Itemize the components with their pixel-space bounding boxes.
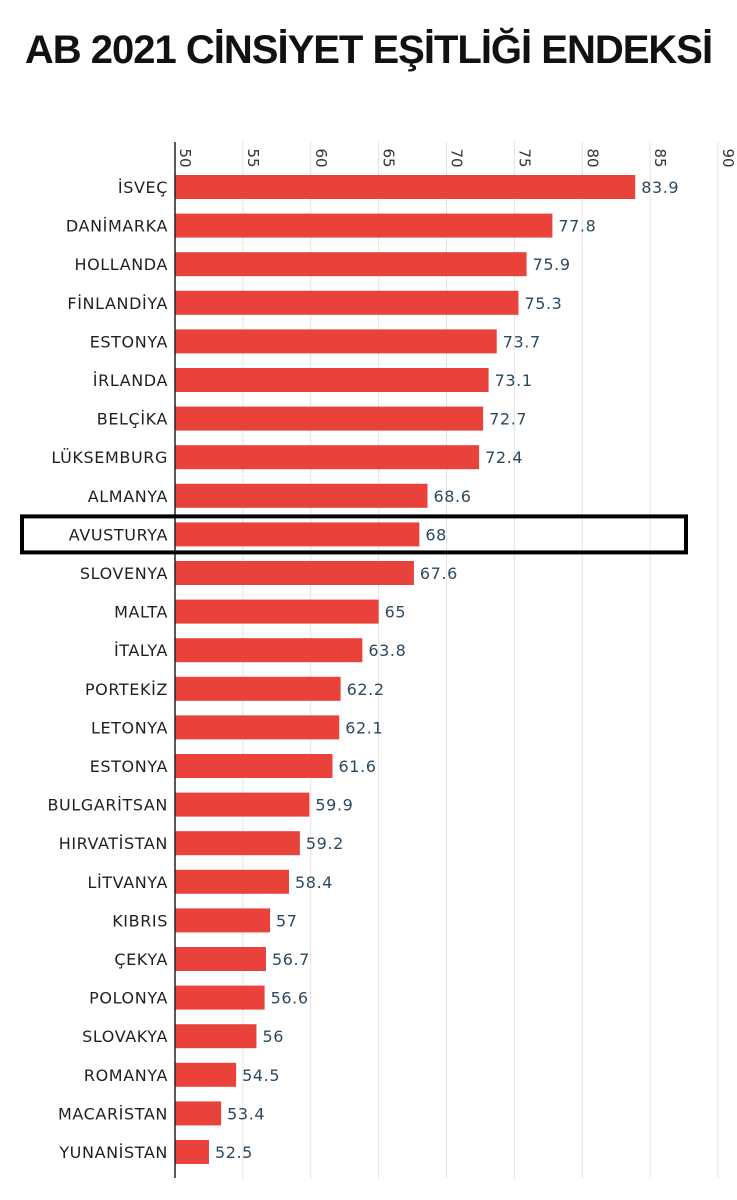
- x-tick-label: 80: [583, 148, 601, 167]
- category-label: MALTA: [114, 603, 168, 622]
- x-axis-ticks: 50 55 60 65 70 75 80 85 90: [176, 148, 737, 167]
- category-label: SLOVAKYA: [82, 1027, 168, 1046]
- bar: [175, 831, 300, 856]
- category-label: HOLLANDA: [74, 255, 168, 274]
- value-label: 63.8: [368, 641, 406, 660]
- bar: [175, 445, 480, 470]
- category-label: FİNLANDİYA: [67, 294, 168, 313]
- value-label: 59.9: [315, 796, 353, 815]
- bar: [175, 908, 271, 933]
- category-label: AVUSTURYA: [69, 525, 168, 544]
- bar: [175, 792, 310, 817]
- value-label: 75.9: [533, 255, 571, 274]
- value-label: 56.7: [272, 950, 310, 969]
- category-label: ÇEKYA: [114, 950, 168, 969]
- value-label: 83.9: [641, 178, 679, 197]
- bar: [175, 676, 341, 701]
- value-labels: 83.9 77.8 75.9 75.3 73.7 73.1 72.7 72.4 68.6 68 67…: [215, 178, 679, 1162]
- category-label: KIBRIS: [112, 911, 168, 930]
- category-label: ALMANYA: [88, 487, 168, 506]
- value-label: 53.4: [227, 1104, 265, 1123]
- value-label: 73.1: [495, 371, 533, 390]
- x-tick-label: 90: [719, 148, 737, 167]
- value-label: 56: [262, 1027, 284, 1046]
- category-label: HIRVATİSTAN: [59, 834, 168, 853]
- value-label: 73.7: [503, 332, 541, 351]
- x-tick-label: 55: [244, 148, 262, 167]
- bar: [175, 1024, 257, 1049]
- bar: [175, 175, 636, 199]
- value-label: 59.2: [306, 834, 344, 853]
- value-label: 52.5: [215, 1143, 253, 1162]
- bar: [175, 947, 266, 971]
- value-label: 61.6: [338, 757, 376, 776]
- bar: [175, 1062, 237, 1087]
- category-labels: İSVEÇ DANİMARKA HOLLANDA FİNLANDİYA ESTONYA İ…: [47, 178, 168, 1162]
- x-tick-label: 50: [176, 148, 194, 167]
- value-label: 54.5: [242, 1066, 280, 1085]
- value-label: 56.6: [271, 989, 309, 1008]
- bar: [175, 522, 420, 547]
- bar: [175, 715, 340, 740]
- bar: [175, 599, 379, 624]
- bar: [175, 213, 553, 238]
- bar: [175, 368, 489, 392]
- category-label: ESTONYA: [90, 757, 168, 776]
- bar: [175, 329, 497, 354]
- value-label: 68.6: [433, 487, 471, 506]
- category-label: SLOVENYA: [80, 564, 168, 583]
- category-label: YUNANİSTAN: [58, 1143, 168, 1162]
- bar: [175, 252, 527, 277]
- bar: [175, 638, 363, 663]
- chart-title: AB 2021 CİNSİYET EŞİTLİĞİ ENDEKSİ: [24, 28, 713, 72]
- value-label: 62.1: [345, 718, 383, 737]
- category-label: PORTEKİZ: [85, 680, 168, 699]
- category-label: POLONYA: [89, 989, 168, 1008]
- bar: [175, 561, 414, 585]
- category-label: LİTVANYA: [87, 873, 168, 892]
- category-label: MACARİSTAN: [58, 1104, 168, 1123]
- bar: [175, 754, 333, 778]
- value-label: 58.4: [295, 873, 333, 892]
- value-label: 68: [425, 525, 447, 544]
- value-label: 72.7: [489, 410, 527, 429]
- value-label: 65: [385, 603, 407, 622]
- value-label: 72.4: [485, 448, 523, 467]
- category-label: ROMANYA: [84, 1066, 168, 1085]
- category-label: BELÇİKA: [97, 410, 168, 429]
- bars: [175, 175, 636, 1164]
- value-label: 62.2: [347, 680, 385, 699]
- category-label: ESTONYA: [90, 332, 168, 351]
- bar: [175, 1101, 222, 1126]
- category-label: İRLANDA: [93, 371, 168, 390]
- x-tick-label: 65: [380, 148, 398, 167]
- value-label: 67.6: [420, 564, 458, 583]
- x-tick-label: 70: [448, 148, 466, 167]
- bar: [175, 406, 484, 431]
- bar: [175, 1140, 209, 1164]
- x-tick-label: 85: [651, 148, 669, 167]
- value-label: 75.3: [524, 294, 562, 313]
- category-label: İTALYA: [114, 641, 168, 660]
- bar: [175, 869, 290, 894]
- category-label: DANİMARKA: [66, 217, 168, 236]
- category-label: LETONYA: [91, 718, 168, 737]
- bar: [175, 985, 265, 1010]
- value-label: 77.8: [558, 217, 596, 236]
- x-tick-label: 60: [312, 148, 330, 167]
- category-label: LÜKSEMBURG: [51, 448, 168, 467]
- highlight-box: [20, 514, 688, 555]
- bar: [175, 483, 428, 508]
- category-label: BULGARİTSAN: [47, 796, 168, 815]
- value-label: 57: [276, 911, 298, 930]
- bar: [175, 290, 519, 315]
- x-tick-label: 75: [515, 148, 533, 167]
- category-label: İSVEÇ: [118, 178, 168, 197]
